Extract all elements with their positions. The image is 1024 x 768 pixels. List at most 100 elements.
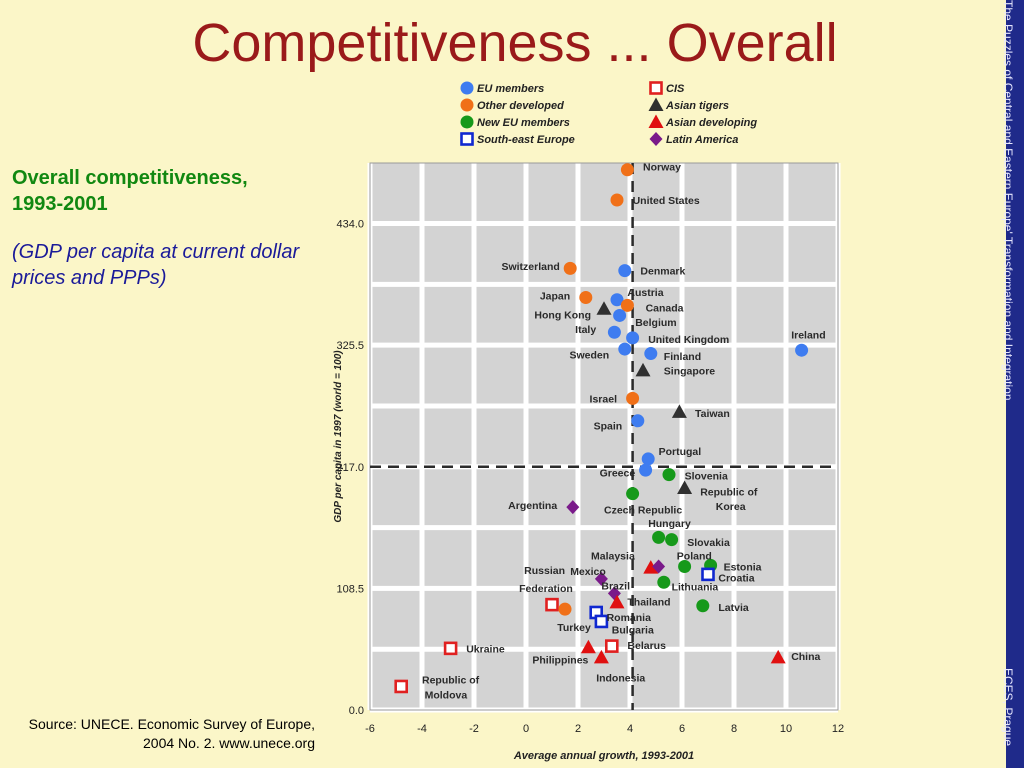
left-text-panel: Overall competitiveness, 1993-2001 (GDP … — [12, 165, 302, 291]
data-point — [665, 533, 679, 547]
data-point — [604, 639, 619, 653]
legend-marker — [460, 81, 474, 95]
chart-legend: EU members CIS Other developed Asian tigers… — [460, 81, 757, 146]
data-point — [631, 414, 645, 428]
data-point — [594, 571, 608, 586]
point-label: Greece — [600, 467, 636, 479]
y-tick-label: 108.5 — [336, 583, 364, 595]
x-tick-label: -6 — [365, 723, 375, 735]
point-label: Japan — [540, 290, 570, 302]
chart-heading: Overall competitiveness, 1993-2001 — [12, 167, 248, 215]
data-point — [644, 347, 658, 361]
legend-label: Asian tigers — [665, 100, 729, 112]
data-point — [643, 560, 659, 574]
point-labels: Norway United States Switzerland Denmark Jap… — [422, 161, 826, 701]
point-label: Finland — [664, 351, 701, 363]
data-point — [639, 463, 653, 477]
x-tick-label: 4 — [627, 723, 633, 735]
data-point — [580, 639, 596, 654]
point-label: Italy — [575, 324, 596, 336]
data-point — [635, 362, 651, 377]
data-point — [671, 404, 687, 418]
legend-marker — [460, 115, 474, 129]
data-point — [607, 325, 621, 339]
y-tick-label: 217.0 — [336, 462, 364, 474]
data-point — [443, 641, 458, 656]
legend-label: Asian developing — [665, 117, 757, 129]
point-label: Czech Republic — [604, 504, 682, 516]
legend-label: South-east Europe — [477, 134, 575, 146]
legend-label: EU members — [477, 83, 544, 95]
legend-marker — [460, 132, 474, 146]
point-label: Norway — [643, 161, 681, 173]
x-tick-label: 12 — [832, 723, 844, 735]
point-label: Slovakia — [687, 537, 730, 549]
point-label: Russian — [524, 565, 565, 577]
point-label: Croatia — [718, 573, 754, 585]
data-point — [626, 391, 640, 405]
point-label: Moldova — [425, 689, 468, 701]
point-label: Lithuania — [672, 582, 719, 594]
point-label: Republic of — [700, 486, 758, 498]
data-point — [662, 468, 676, 482]
data-point — [626, 331, 640, 345]
point-label: Estonia — [724, 562, 762, 574]
data-point — [618, 342, 632, 356]
y-tick-label: 325.5 — [336, 340, 364, 352]
data-point — [677, 480, 693, 495]
data-point — [593, 649, 609, 664]
x-tick-label: 6 — [679, 723, 685, 735]
point-label: Hong Kong — [534, 309, 591, 321]
legend-marker — [649, 81, 663, 95]
point-label: Thailand — [627, 596, 670, 608]
point-label: Spain — [594, 420, 623, 432]
point-label: Ukraine — [466, 643, 505, 655]
data-point — [795, 343, 809, 357]
data-point — [770, 649, 786, 664]
data-point — [558, 602, 572, 616]
point-label: Bulgaria — [612, 624, 654, 636]
point-label: Hungary — [648, 518, 691, 530]
point-label: Belarus — [627, 640, 666, 652]
x-tick-label: 0 — [523, 723, 529, 735]
point-label: Mexico — [570, 566, 606, 578]
data-point — [641, 452, 655, 466]
y-tick-label: 434.0 — [336, 219, 364, 231]
chart-marks — [394, 163, 809, 694]
point-label: Turkey — [557, 622, 591, 634]
legend-label: Other developed — [477, 100, 564, 112]
legend-label: Latin America — [666, 134, 738, 146]
data-point — [620, 163, 634, 177]
y-axis-label: GDP per capita in 1997 (world = 100) — [333, 350, 344, 523]
x-tick-label: 10 — [780, 723, 792, 735]
point-label: China — [791, 651, 820, 663]
point-label: United States — [633, 195, 700, 207]
point-label: Romania — [607, 612, 652, 624]
point-label: Denmark — [640, 266, 685, 278]
point-label: Taiwan — [695, 408, 730, 420]
legend-marker — [648, 114, 664, 128]
data-point — [620, 298, 634, 312]
point-label: Republic of — [422, 675, 480, 687]
data-point — [545, 597, 559, 612]
point-label: Austria — [627, 287, 663, 299]
data-point — [678, 560, 692, 574]
point-label: Singapore — [664, 365, 716, 377]
data-point — [610, 293, 624, 307]
y-tick-label: 0.0 — [349, 705, 364, 717]
legend-label: CIS — [666, 83, 685, 95]
x-tick-label: 2 — [575, 723, 581, 735]
x-tick-label: 8 — [731, 723, 737, 735]
point-label: Argentina — [508, 500, 557, 512]
point-label: United Kingdom — [648, 334, 729, 346]
point-label: Canada — [646, 303, 684, 315]
point-label: Poland — [677, 550, 712, 562]
data-point — [596, 301, 612, 315]
data-point — [566, 500, 580, 515]
plot-border — [369, 162, 839, 711]
data-point — [626, 487, 640, 501]
data-point — [594, 614, 609, 629]
data-point — [652, 559, 666, 574]
x-axis-label: Average annual growth, 1993-2001 — [513, 750, 694, 762]
side-banner — [1006, 0, 1024, 768]
